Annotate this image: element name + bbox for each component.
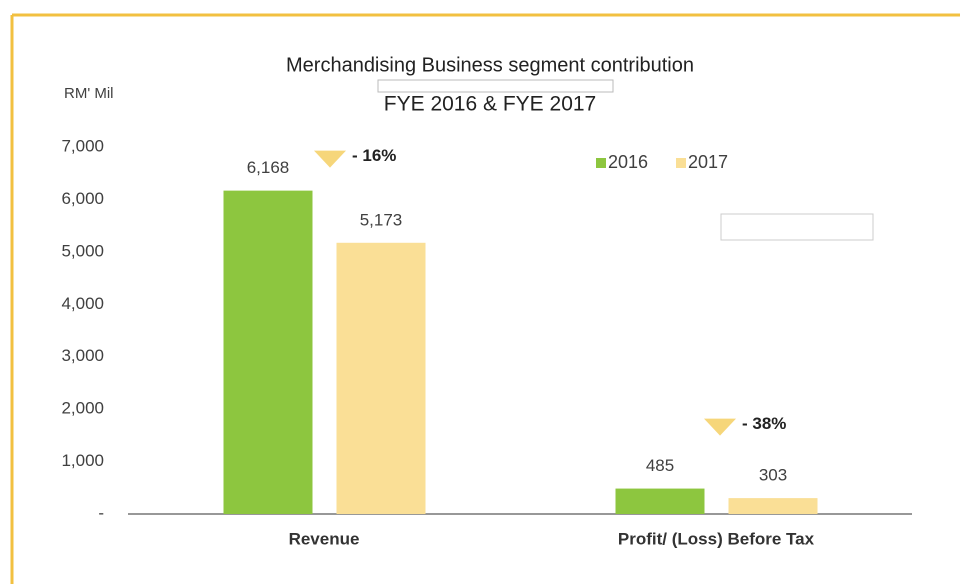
y-tick-label: 1,000	[61, 451, 104, 470]
legend-label: 2017	[688, 152, 728, 172]
bar	[615, 488, 705, 514]
decor-box	[720, 213, 874, 241]
decrease-arrow	[704, 418, 736, 436]
decor-box	[377, 79, 614, 93]
y-tick-label: 3,000	[61, 346, 104, 365]
annotation: - 16%	[352, 146, 396, 165]
bar	[223, 190, 313, 514]
data-label: 303	[759, 466, 787, 485]
y-tick-label: 4,000	[61, 294, 104, 313]
y-tick-label: 5,000	[61, 241, 104, 260]
data-label: 5,173	[360, 210, 403, 229]
data-label: 6,168	[247, 158, 290, 177]
bar	[728, 498, 818, 514]
legend-swatch	[676, 158, 686, 168]
y-tick-label: 6,000	[61, 189, 104, 208]
x-tick-label: Profit/ (Loss) Before Tax	[618, 529, 815, 548]
y-tick-label: 7,000	[61, 136, 104, 155]
chart-title: Merchandising Business segment contribut…	[286, 54, 694, 76]
y-tick-label: -	[98, 503, 104, 522]
legend-swatch	[596, 158, 606, 168]
annotation: - 38%	[742, 414, 786, 433]
y-axis-label: RM' Mil	[64, 85, 114, 102]
data-label: 485	[646, 456, 674, 475]
bar	[336, 242, 426, 515]
decrease-arrow	[314, 150, 346, 168]
y-tick-label: 2,000	[61, 399, 104, 418]
legend-label: 2016	[608, 152, 648, 172]
x-tick-label: Revenue	[289, 529, 360, 548]
chart-subtitle: FYE 2016 & FYE 2017	[384, 93, 596, 116]
